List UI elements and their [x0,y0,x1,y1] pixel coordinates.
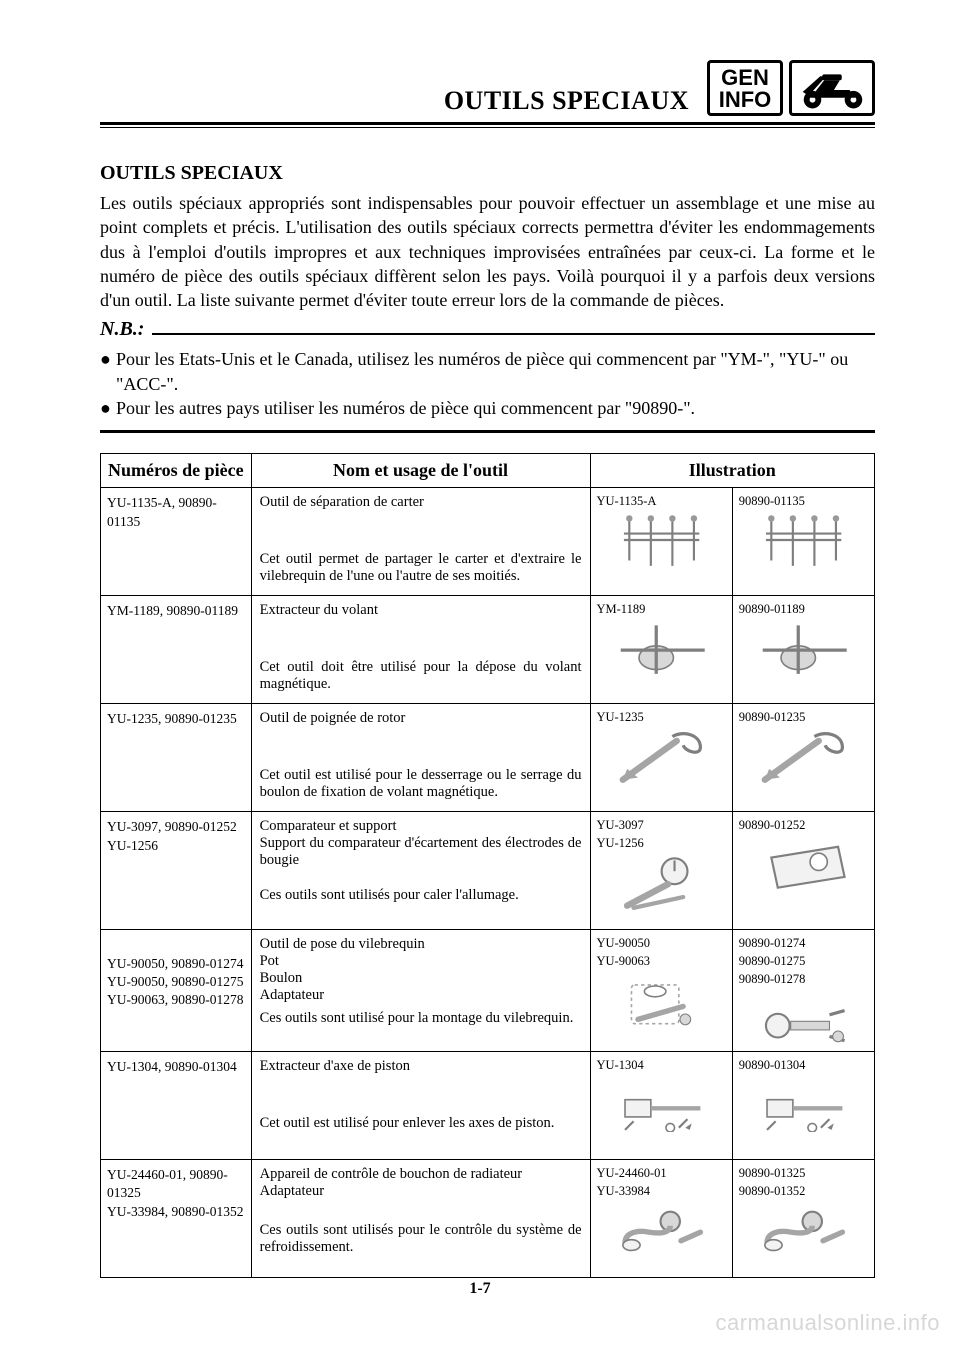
illustration-cell: YU-90050YU-90063 [590,930,732,1052]
tool-name-cell: Comparateur et supportSupport du compara… [251,812,590,930]
table-row: YU-1135-A, 90890-01135Outil de séparatio… [101,488,875,596]
part-numbers-cell: YU-3097, 90890-01252YU-1256 [101,812,252,930]
header-title: OUTILS SPECIAUX [444,86,689,116]
bullet-text: Pour les autres pays utiliser les numéro… [116,396,695,420]
part-numbers-cell: YU-24460-01, 90890-01325YU-33984, 90890-… [101,1160,252,1278]
illustration-cell: YU-1304 [590,1052,732,1160]
part-numbers-cell: YU-1304, 90890-01304 [101,1052,252,1160]
note-rule [152,333,875,335]
part-numbers-cell: YU-90050, 90890-01274YU-90050, 90890-012… [101,930,252,1052]
note-label: N.B.: [100,318,144,341]
illustration-cell: 90890-0132590890-01352 [732,1160,874,1278]
section-title: OUTILS SPECIAUX [100,162,875,185]
illustration-cell: YU-1135-A [590,488,732,596]
tool-name-cell: Outil de poignée de rotorCet outil est u… [251,704,590,812]
col-header-illustration: Illustration [590,454,875,488]
illustration-cell: YM-1189 [590,596,732,704]
part-numbers-cell: YU-1135-A, 90890-01135 [101,488,252,596]
tool-name-cell: Extracteur d'axe de pistonCet outil est … [251,1052,590,1160]
illustration-cell: YU-24460-01YU-33984 [590,1160,732,1278]
illustration-cell: YU-3097YU-1256 [590,812,732,930]
tool-name-cell: Outil de pose du vilebrequinPotBoulonAda… [251,930,590,1052]
illustration-cell: 90890-0127490890-0127590890-01278 [732,930,874,1052]
illustration-cell: YU-1235 [590,704,732,812]
intro-end-rule [100,430,875,433]
table-row: YU-1304, 90890-01304Extracteur d'axe de … [101,1052,875,1160]
bullet-dot: ● [100,347,116,396]
illustration-cell: 90890-01304 [732,1052,874,1160]
watermark: carmanualsonline.info [715,1310,940,1336]
bullet-text: Pour les Etats-Unis et le Canada, utilis… [116,347,875,396]
illustration-cell: 90890-01235 [732,704,874,812]
tools-table: Numéros de pièce Nom et usage de l'outil… [100,453,875,1278]
page-header: OUTILS SPECIAUX GEN INFO [100,60,875,116]
tool-name-cell: Extracteur du volantCet outil doit être … [251,596,590,704]
badge-line2: INFO [719,89,772,111]
header-badges: GEN INFO [707,60,875,116]
badge-line1: GEN [721,67,769,89]
intro-paragraph: Les outils spéciaux appropriés sont indi… [100,191,875,312]
table-row: YU-90050, 90890-01274YU-90050, 90890-012… [101,930,875,1052]
part-numbers-cell: YU-1235, 90890-01235 [101,704,252,812]
illustration-cell: 90890-01189 [732,596,874,704]
gen-info-badge: GEN INFO [707,60,783,116]
page-number: 1-7 [0,1280,960,1298]
motorcycle-icon [789,60,875,116]
col-header-part: Numéros de pièce [101,454,252,488]
bullet-dot: ● [100,396,116,420]
col-header-name: Nom et usage de l'outil [251,454,590,488]
tool-name-cell: Outil de séparation de carterCet outil p… [251,488,590,596]
note-row: N.B.: [100,318,875,341]
illustration-cell: 90890-01252 [732,812,874,930]
table-row: YU-3097, 90890-01252YU-1256Comparateur e… [101,812,875,930]
note-bullets: ●Pour les Etats-Unis et le Canada, utili… [100,347,875,420]
table-row: YM-1189, 90890-01189Extracteur du volant… [101,596,875,704]
header-rule [100,122,875,128]
table-row: YU-24460-01, 90890-01325YU-33984, 90890-… [101,1160,875,1278]
part-numbers-cell: YM-1189, 90890-01189 [101,596,252,704]
illustration-cell: 90890-01135 [732,488,874,596]
tool-name-cell: Appareil de contrôle de bouchon de radia… [251,1160,590,1278]
table-row: YU-1235, 90890-01235Outil de poignée de … [101,704,875,812]
